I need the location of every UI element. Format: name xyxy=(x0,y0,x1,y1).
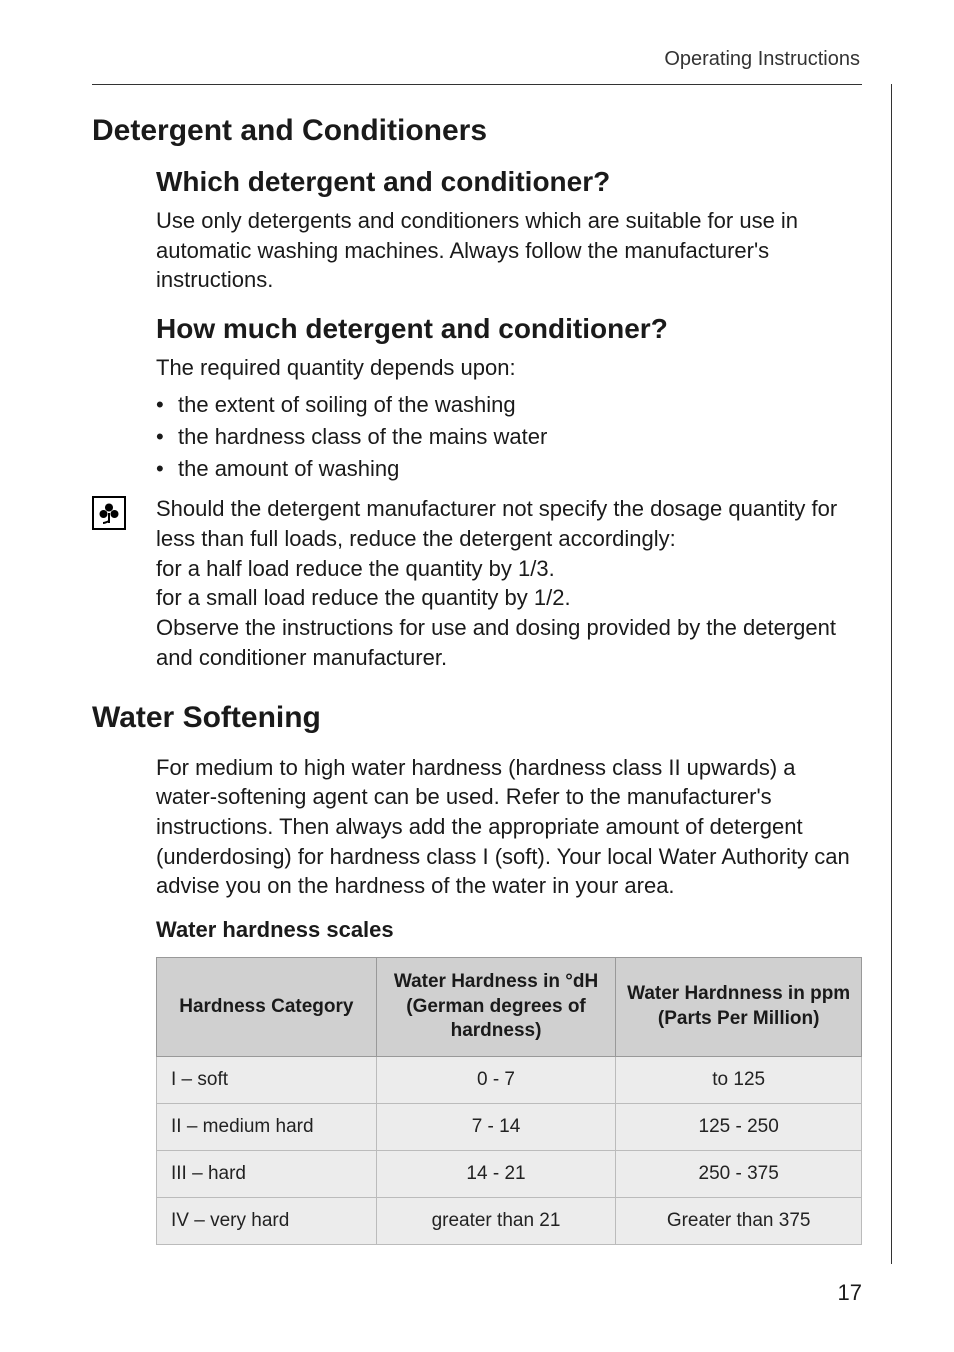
table-header-cell: Water Hardness in °dH (German degrees of… xyxy=(376,957,616,1056)
para-which-detergent: Use only detergents and conditioners whi… xyxy=(156,206,862,295)
table-cell: Greater than 375 xyxy=(616,1198,862,1245)
section-title-softening: Water Softening xyxy=(92,701,862,735)
note-text: Should the detergent manufacturer not sp… xyxy=(156,494,862,672)
table-header-cell: Hardness Category xyxy=(157,957,377,1056)
table-cell: 250 - 375 xyxy=(616,1151,862,1198)
note-line: for a small load reduce the quantity by … xyxy=(156,583,862,613)
subsection-title-which: Which detergent and conditioner? xyxy=(156,166,862,198)
table-title: Water hardness scales xyxy=(156,917,862,943)
table-row: I – soft 0 - 7 to 125 xyxy=(157,1057,862,1104)
top-divider xyxy=(92,84,862,85)
content-area: Detergent and Conditioners Which deterge… xyxy=(92,114,862,1245)
note-icon-column xyxy=(92,494,156,530)
subsection-title-howmuch: How much detergent and conditioner? xyxy=(156,313,862,345)
table-row: III – hard 14 - 21 250 - 375 xyxy=(157,1151,862,1198)
hardness-table: Hardness Category Water Hardness in °dH … xyxy=(156,957,862,1245)
section-title-detergent: Detergent and Conditioners xyxy=(92,114,862,148)
table-cell: 14 - 21 xyxy=(376,1151,616,1198)
clover-svg xyxy=(97,501,121,525)
table-header-cell: Water Hardnness in ppm (Parts Per Millio… xyxy=(616,957,862,1056)
note-line: Should the detergent manufacturer not sp… xyxy=(156,494,862,553)
list-item: the extent of soiling of the washing xyxy=(156,389,862,421)
table-cell: to 125 xyxy=(616,1057,862,1104)
page: Operating Instructions Detergent and Con… xyxy=(0,0,954,1352)
para-howmuch-intro: The required quantity depends upon: xyxy=(156,353,862,383)
table-row: II – medium hard 7 - 14 125 - 250 xyxy=(157,1104,862,1151)
bullet-list-factors: the extent of soiling of the washing the… xyxy=(156,389,862,485)
clover-icon xyxy=(92,496,126,530)
note-line: Observe the instructions for use and dos… xyxy=(156,613,862,672)
para-softening: For medium to high water hardness (hardn… xyxy=(156,753,862,901)
note-line: for a half load reduce the quantity by 1… xyxy=(156,554,862,584)
right-divider xyxy=(891,84,892,1264)
list-item: the hardness class of the mains water xyxy=(156,421,862,453)
table-cell: 7 - 14 xyxy=(376,1104,616,1151)
list-item: the amount of washing xyxy=(156,453,862,485)
table-cell: greater than 21 xyxy=(376,1198,616,1245)
table-header-row: Hardness Category Water Hardness in °dH … xyxy=(157,957,862,1056)
table-cell: IV – very hard xyxy=(157,1198,377,1245)
table-cell: 125 - 250 xyxy=(616,1104,862,1151)
note-block: Should the detergent manufacturer not sp… xyxy=(92,494,862,672)
table-row: IV – very hard greater than 21 Greater t… xyxy=(157,1198,862,1245)
table-cell: III – hard xyxy=(157,1151,377,1198)
page-number: 17 xyxy=(838,1280,862,1306)
table-cell: 0 - 7 xyxy=(376,1057,616,1104)
header-section-label: Operating Instructions xyxy=(664,48,860,71)
table-cell: II – medium hard xyxy=(157,1104,377,1151)
table-cell: I – soft xyxy=(157,1057,377,1104)
